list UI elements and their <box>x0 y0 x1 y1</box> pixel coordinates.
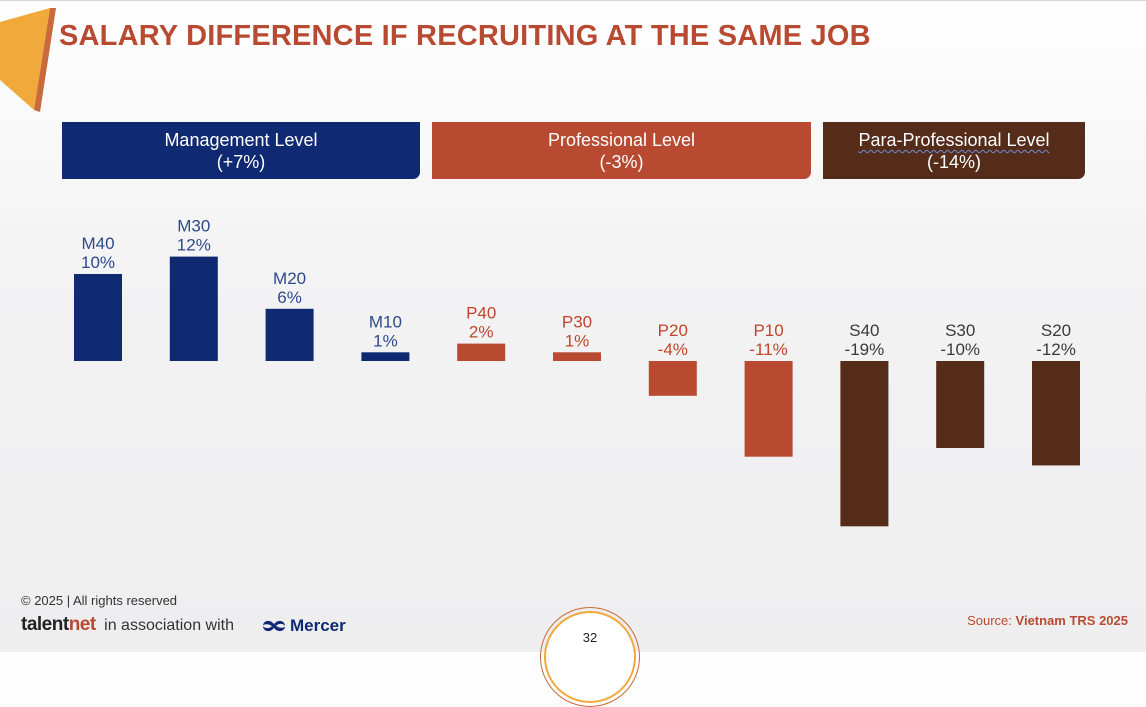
source-prefix: Source: <box>967 613 1016 628</box>
data-label-p10: -11% <box>749 340 787 359</box>
bar-p10 <box>744 361 793 457</box>
data-label-m10: 1% <box>373 331 398 350</box>
brand-talent-text: talent <box>21 614 69 635</box>
bar-m40 <box>74 274 122 361</box>
professional-level-pct: (-3%) <box>599 152 644 172</box>
bar-s30 <box>936 361 985 448</box>
professional-level-label: Professional Level <box>547 130 696 150</box>
para-professional-level-label: Para-Professional Level <box>858 130 1050 150</box>
bar-m20 <box>265 308 314 361</box>
brand-net-text: net <box>68 614 97 635</box>
data-label-m40: 10% <box>81 253 115 272</box>
page-number: 32 <box>582 630 598 645</box>
category-label-p20: P20 <box>658 321 688 340</box>
category-label-p40: P40 <box>466 304 496 323</box>
salary-difference-bar-chart: M4010%M3012%M206%M101%P402%P301%P20-4%P1… <box>74 217 1080 527</box>
category-label-s30: S30 <box>945 321 975 340</box>
copyright-text: © 2025 | All rights reserved <box>21 593 178 608</box>
para-professional-level-header: Para-Professional Level (-14%) <box>823 122 1085 179</box>
category-label-m30: M30 <box>177 217 210 236</box>
category-label-m40: M40 <box>81 234 114 253</box>
category-label-m10: M10 <box>369 312 402 331</box>
category-label-p10: P10 <box>753 321 783 340</box>
category-label-p30: P30 <box>562 312 592 331</box>
source-note: Source: Vietnam TRS 2025 <box>967 613 1128 628</box>
data-label-s30: -10% <box>940 340 980 359</box>
bar-m30 <box>169 256 218 361</box>
data-label-m20: 6% <box>277 288 302 307</box>
management-level-pct: (+7%) <box>216 152 266 172</box>
association-text: in association with <box>104 617 234 634</box>
data-label-p20: -4% <box>658 340 688 359</box>
top-divider <box>0 0 1146 1</box>
mercer-brand: Mercer <box>261 616 346 636</box>
para-professional-level-pct: (-14%) <box>926 152 981 172</box>
mercer-logo-icon <box>263 620 285 632</box>
talentnet-logo: talentnet <box>21 614 96 635</box>
data-label-p40: 2% <box>469 323 494 342</box>
corner-decoration-icon <box>0 8 56 112</box>
data-label-s40: -19% <box>845 340 885 359</box>
page-title: SALARY DIFFERENCE IF RECRUITING AT THE S… <box>59 20 871 52</box>
data-label-s20: -12% <box>1036 340 1076 359</box>
bar-s40 <box>840 361 889 527</box>
bar-p20 <box>648 361 697 396</box>
talentnet-brand: talentnet in association with <box>21 614 234 638</box>
mercer-text: Mercer <box>290 616 346 635</box>
page-number-badge <box>544 611 636 703</box>
bar-s20 <box>1032 361 1080 466</box>
management-level-label: Management Level <box>164 130 318 150</box>
bar-p40 <box>457 343 506 361</box>
category-label-s40: S40 <box>849 321 879 340</box>
source-name: Vietnam TRS 2025 <box>1015 613 1128 628</box>
category-label-m20: M20 <box>273 269 306 288</box>
bar-p30 <box>553 352 601 361</box>
data-label-m30: 12% <box>177 236 211 255</box>
bar-m10 <box>361 352 410 361</box>
data-label-p30: 1% <box>565 331 590 350</box>
professional-level-header: Professional Level (-3%) <box>432 122 811 179</box>
management-level-header: Management Level (+7%) <box>62 122 420 179</box>
category-label-s20: S20 <box>1041 321 1071 340</box>
